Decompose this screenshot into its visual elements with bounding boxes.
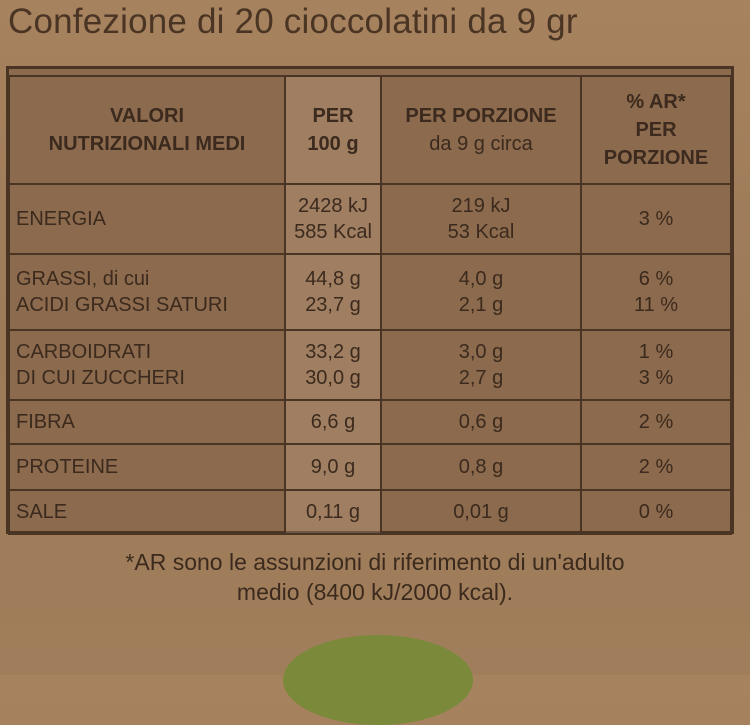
footnote: *AR sono le assunzioni di riferimento di… — [125, 549, 625, 605]
header-valori: VALORI NUTRIZIONALI MEDI — [8, 75, 286, 185]
table-row: GRASSI, di cui ACIDI GRASSI SATURI 44,8 g… — [8, 253, 732, 331]
row-label-fibra: FIBRA — [8, 399, 286, 445]
row-label-sale: SALE — [8, 489, 286, 535]
package-heading: Confezione di 20 cioccolatini da 9 gr — [8, 2, 578, 41]
cell-ar: 2 % — [580, 443, 732, 491]
cell-ar: 1 % 3 % — [580, 329, 732, 401]
header-per-100g: PER 100 g — [284, 75, 382, 185]
nutrition-table: VALORI NUTRIZIONALI MEDI PER 100 g PER P… — [8, 75, 732, 535]
table-row: PROTEINE 9,0 g 0,8 g 2 % — [8, 443, 732, 491]
cell-portion: 0,8 g — [380, 443, 582, 491]
cell-portion: 3,0 g 2,7 g — [380, 329, 582, 401]
cell-ar: 2 % — [580, 399, 732, 445]
cell-portion: 4,0 g 2,1 g — [380, 253, 582, 331]
cell-portion: 0,01 g — [380, 489, 582, 535]
row-label-carboidrati: CARBOIDRATI DI CUI ZUCCHERI — [8, 329, 286, 401]
cell-ar: 0 % — [580, 489, 732, 535]
table-row: FIBRA 6,6 g 0,6 g 2 % — [8, 399, 732, 445]
green-decoration — [283, 635, 473, 725]
cell-ar: 3 % — [580, 183, 732, 255]
table-row: CARBOIDRATI DI CUI ZUCCHERI 33,2 g 30,0 g … — [8, 329, 732, 401]
cell-portion: 219 kJ 53 Kcal — [380, 183, 582, 255]
cell-ar: 6 % 11 % — [580, 253, 732, 331]
table-row: SALE 0,11 g 0,01 g 0 % — [8, 489, 732, 535]
cell-per100: 9,0 g — [284, 443, 382, 491]
row-label-proteine: PROTEINE — [8, 443, 286, 491]
cell-per100: 6,6 g — [284, 399, 382, 445]
cell-per100: 44,8 g 23,7 g — [284, 253, 382, 331]
table-row: ENERGIA 2428 kJ 585 Kcal 219 kJ 53 Kcal 3 … — [8, 183, 732, 255]
cell-per100: 2428 kJ 585 Kcal — [284, 183, 382, 255]
table-header-row: VALORI NUTRIZIONALI MEDI PER 100 g PER P… — [8, 75, 732, 185]
header-per-porzione: PER PORZIONE da 9 g circa — [380, 75, 582, 185]
cell-portion: 0,6 g — [380, 399, 582, 445]
row-label-grassi: GRASSI, di cui ACIDI GRASSI SATURI — [8, 253, 286, 331]
cell-per100: 0,11 g — [284, 489, 382, 535]
cell-per100: 33,2 g 30,0 g — [284, 329, 382, 401]
row-label-energia: ENERGIA — [8, 183, 286, 255]
header-ar: % AR* PER PORZIONE — [580, 75, 732, 185]
